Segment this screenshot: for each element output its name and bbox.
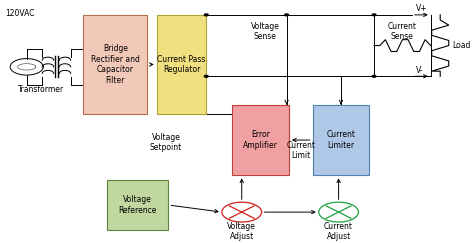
- Text: Transformer: Transformer: [18, 85, 64, 94]
- Text: Load: Load: [452, 41, 471, 50]
- Polygon shape: [222, 202, 262, 222]
- FancyBboxPatch shape: [107, 180, 168, 230]
- Text: Current
Limit: Current Limit: [286, 141, 315, 160]
- Text: 120VAC: 120VAC: [5, 9, 35, 18]
- Text: Current
Sense: Current Sense: [388, 22, 417, 41]
- Text: Voltage
Adjust: Voltage Adjust: [228, 222, 256, 241]
- Text: Voltage
Reference: Voltage Reference: [118, 195, 157, 215]
- FancyBboxPatch shape: [232, 105, 289, 175]
- Polygon shape: [372, 14, 376, 16]
- Text: Voltage
Sense: Voltage Sense: [251, 22, 280, 41]
- Text: Bridge
Rectifier and
Capacitor
Filter: Bridge Rectifier and Capacitor Filter: [91, 44, 140, 85]
- Text: V-: V-: [416, 66, 423, 75]
- FancyBboxPatch shape: [156, 15, 206, 114]
- FancyBboxPatch shape: [83, 15, 147, 114]
- Text: Current Pass
Regulator: Current Pass Regulator: [157, 55, 206, 74]
- Polygon shape: [285, 14, 289, 16]
- Text: Error
Amplifier: Error Amplifier: [243, 130, 278, 150]
- Text: V+: V+: [416, 4, 427, 13]
- Text: Current
Adjust: Current Adjust: [324, 222, 353, 241]
- Text: Voltage
Setpoint: Voltage Setpoint: [150, 133, 182, 152]
- Polygon shape: [372, 75, 376, 77]
- Text: Current
Limiter: Current Limiter: [327, 130, 356, 150]
- FancyBboxPatch shape: [313, 105, 369, 175]
- Polygon shape: [204, 14, 208, 16]
- Polygon shape: [319, 202, 358, 222]
- Polygon shape: [204, 75, 208, 77]
